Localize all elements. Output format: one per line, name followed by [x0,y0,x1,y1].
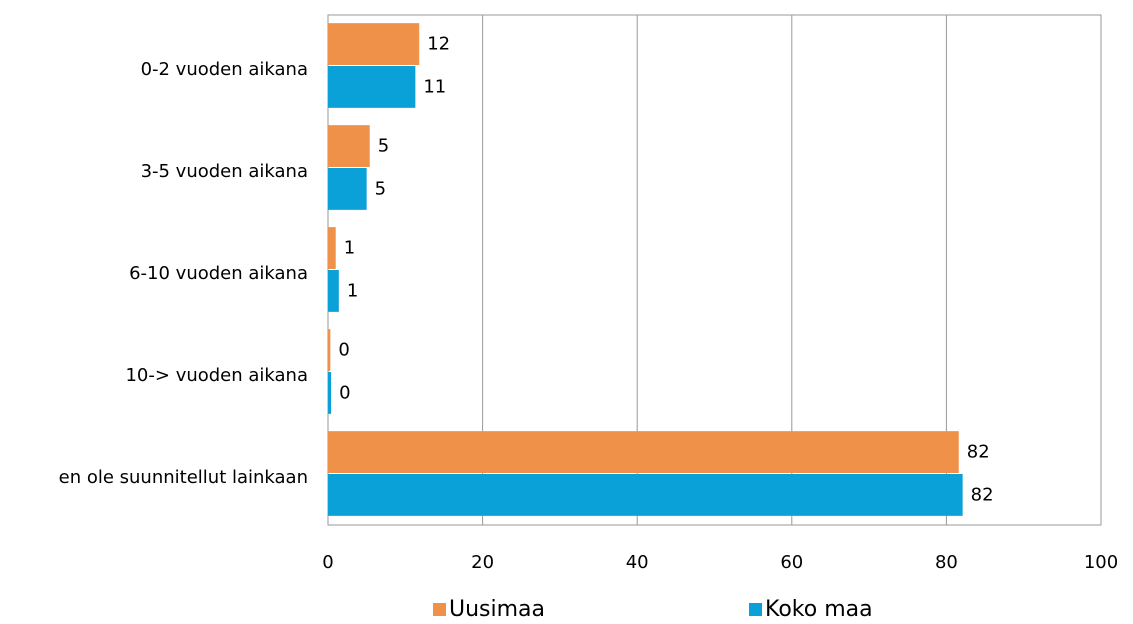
x-tick-label: 60 [780,552,803,573]
bar [328,372,332,414]
y-tick-label: 3-5 vuoden aikana [141,161,308,182]
data-label: 5 [378,136,389,157]
bar [328,23,420,65]
data-label: 5 [375,178,386,199]
data-label: 0 [339,382,350,403]
bar [328,168,367,210]
x-tick-label: 100 [1084,552,1118,573]
data-label: 82 [967,442,990,463]
data-label: 12 [427,34,450,55]
data-label: 0 [338,340,349,361]
data-label: 1 [347,280,358,301]
bar [328,270,339,312]
legend-swatch [749,603,762,616]
y-tick-label: 10-> vuoden aikana [125,365,308,386]
legend-label: Koko maa [765,597,873,622]
bar [328,125,370,167]
x-tick-label: 80 [935,552,958,573]
bar [328,431,959,473]
bar [328,329,331,371]
x-tick-label: 40 [626,552,649,573]
bar [328,66,416,108]
bar [328,227,336,269]
data-label: 82 [971,484,994,505]
legend-swatch [433,603,446,616]
x-tick-label: 20 [471,552,494,573]
y-tick-label: 6-10 vuoden aikana [129,263,308,284]
data-label: 11 [423,76,446,97]
y-tick-label: 0-2 vuoden aikana [141,59,308,80]
legend-label: Uusimaa [449,597,545,622]
x-tick-label: 0 [322,552,333,573]
data-label: 1 [344,238,355,259]
bar [328,474,963,516]
y-tick-label: en ole suunnitellut lainkaan [59,467,308,488]
